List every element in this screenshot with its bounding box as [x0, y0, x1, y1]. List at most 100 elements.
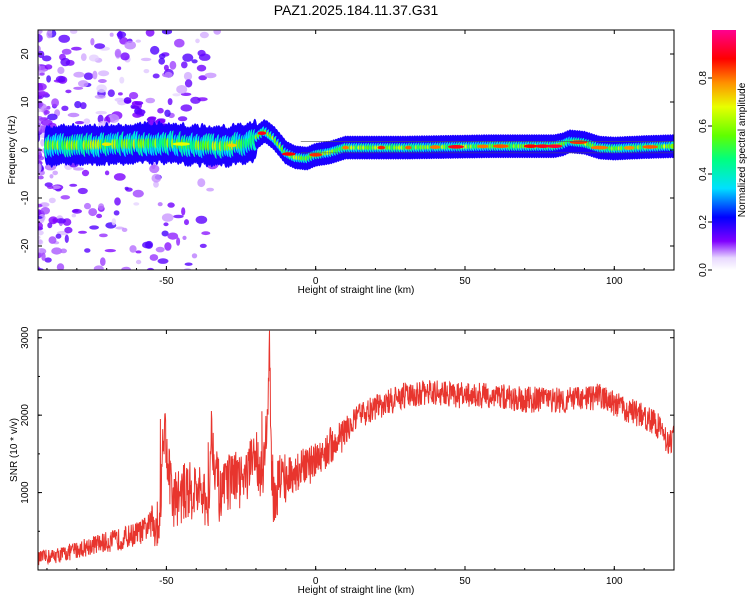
spectrogram-hotspot: [448, 145, 464, 149]
spectrogram-noise-blob: [88, 54, 99, 62]
spectrogram-streak-blob: [134, 101, 144, 106]
spectrogram-hotspot: [101, 142, 112, 146]
spectrogram-noise-blob: [135, 259, 142, 265]
spectrogram-noise-blob: [77, 187, 88, 195]
spectrogram-noise-blob: [180, 104, 193, 112]
spectrogram-noise-blob: [57, 66, 65, 74]
spectrogram-hotspot: [257, 131, 267, 135]
spectrogram-noise-blob: [145, 97, 156, 104]
spectrogram-noise-blob: [114, 97, 125, 102]
spectrogram-noise-blob: [83, 118, 91, 125]
spectrogram-noise-blob: [38, 235, 41, 240]
spectrogram-ridge-core: [670, 143, 674, 149]
spectrogram-noise-blob: [38, 133, 41, 142]
spectrogram-noise-blob: [38, 230, 44, 236]
spectrogram-noise-blob: [109, 32, 114, 37]
spectrogram-noise-blob: [74, 121, 85, 125]
spectrogram-noise-blob: [81, 169, 90, 177]
y-tick-label: -20: [20, 238, 31, 253]
spectrogram-noise-blob: [133, 202, 140, 206]
spectrogram-hotspot: [535, 144, 550, 148]
spectrogram-noise-blob: [84, 202, 91, 210]
spectrogram-streak-blob: [131, 105, 140, 109]
spectrogram-noise-blob: [39, 117, 45, 122]
spectrogram-noise-blob: [46, 105, 51, 110]
colorbar-tick-label: 0.8: [698, 71, 709, 85]
spectrogram-noise-blob: [60, 57, 71, 67]
spectrogram-noise-blob: [146, 267, 155, 270]
snr-panel: -50 0 50 100 1000 2000 3000 Height of straigh…: [9, 326, 675, 596]
spectrogram-noise-blob: [153, 181, 159, 188]
spectrogram-noise-blob: [48, 236, 57, 244]
spectrogram-noise-blob: [46, 75, 51, 83]
spectrogram-noise-blob: [177, 116, 188, 122]
snr-x-axis: -50 0 50 100: [46, 330, 675, 587]
spectrogram-noise-blob: [38, 247, 41, 254]
spectrogram-noise-blob: [42, 55, 52, 62]
spectrogram-hotspot: [493, 144, 509, 148]
spectrogram-noise-blob: [90, 38, 95, 46]
spectrogram-noise-blob: [55, 233, 62, 239]
spectrogram-noise-blob: [38, 221, 43, 230]
spectrogram-hotspot: [547, 144, 563, 148]
spectrogram-noise-blob: [46, 30, 53, 39]
spectrogram-noise-blob: [38, 33, 43, 43]
spectrogram-noise-blob: [49, 174, 54, 179]
spectrogram-noise-blob: [51, 185, 61, 190]
spectrogram-noise-blob: [149, 254, 159, 261]
spectrogram-noise-blob: [38, 83, 47, 91]
spectrogram-noise-blob: [38, 216, 43, 219]
spectrogram-noise-blob: [65, 89, 72, 94]
spectrogram-noise-blob: [47, 185, 54, 189]
spectrogram-noise-blob: [84, 248, 91, 253]
x-tick-label: 50: [459, 576, 471, 587]
spectrogram-noise-blob: [78, 80, 89, 88]
spectrogram-noise-blob: [48, 197, 56, 204]
spectrogram-noise-blob: [199, 243, 207, 248]
spectrogram-noise-blob: [95, 110, 107, 115]
spectrogram-noise-blob: [140, 57, 152, 62]
spectrogram-noise-blob: [74, 101, 82, 109]
spectrogram-noise-blob: [72, 167, 85, 171]
spectrogram-hotspot: [282, 152, 296, 156]
spectrogram-noise-blob: [71, 46, 82, 51]
spectrogram-noise-blob: [89, 225, 99, 230]
spectrogram-noise-blob: [124, 186, 129, 190]
spectrogram-noise-blob: [44, 110, 50, 115]
spectrogram-noise-blob: [96, 213, 103, 219]
spectrogram-streak-blob: [149, 119, 154, 126]
spectrogram-noise-blob: [104, 249, 117, 253]
spectrogram-noise-blob: [60, 195, 71, 200]
snr-plot-area: [38, 330, 674, 570]
spectrogram-noise-blob: [92, 70, 98, 80]
spectrogram-noise-blob: [174, 38, 185, 48]
x-tick-label: 50: [459, 276, 471, 287]
x-tick-label: 100: [606, 276, 623, 287]
spectrogram-noise-blob: [61, 48, 72, 55]
x-tick-label: 0: [313, 576, 319, 587]
spectrogram-streak-blob: [123, 97, 132, 104]
spectrogram-noise-blob: [72, 209, 79, 213]
spectrogram-noise-blob: [129, 245, 137, 253]
spectrogram-noise-blob: [167, 98, 173, 106]
spectrogram-panel: -50 0 50 100 -20 -10 0 10 20 Height of straight…: [7, 29, 675, 296]
spectrogram-noise-blob: [93, 265, 104, 270]
spectrogram-noise-blob: [56, 218, 66, 224]
page-title: PAZ1.2025.184.11.37.G31: [273, 2, 439, 18]
spectrogram-noise-blob: [157, 107, 164, 114]
colorbar-tick-label: 0.4: [698, 167, 709, 181]
spectrogram-noise-blob: [98, 203, 105, 211]
spectrogram-noise-blob: [107, 89, 115, 97]
spectrogram-noise-blob: [206, 187, 215, 192]
y-tick-label: 1000: [20, 481, 31, 504]
spectrogram-noise-blob: [163, 222, 169, 227]
snr-series-line: [38, 330, 674, 566]
spectrogram-noise-blob: [96, 84, 107, 93]
spectrogram-noise-blob: [161, 30, 173, 35]
spectrogram-noise-blob: [183, 71, 193, 81]
spectrogram-noise-blob: [167, 232, 179, 240]
spectrogram-noise-blob: [172, 93, 181, 97]
spectrogram-noise-blob: [111, 218, 117, 226]
spectrogram-noise-blob: [164, 242, 172, 251]
colorbar-tick-label: 0.2: [698, 215, 709, 229]
